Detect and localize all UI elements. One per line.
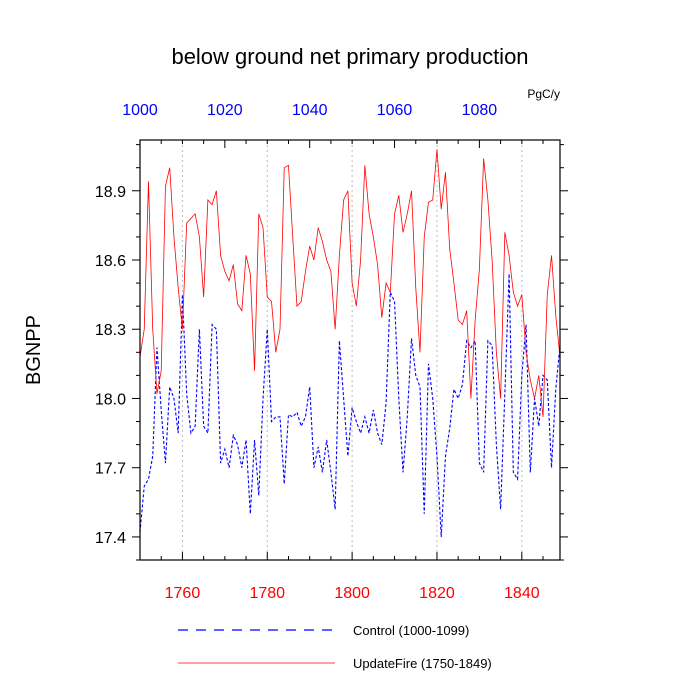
y-tick-label: 18.9 <box>95 184 126 201</box>
legend-label: UpdateFire (1750-1849) <box>353 656 492 671</box>
y-tick-label: 18.0 <box>95 391 126 408</box>
x-top-tick-label: 1000 <box>122 102 158 119</box>
x-bottom-tick-label: 1820 <box>419 585 455 602</box>
x-bottom-tick-label: 1780 <box>249 585 285 602</box>
x-top-tick-label: 1040 <box>292 102 328 119</box>
x-top-tick-label: 1020 <box>207 102 243 119</box>
plot-frame <box>139 139 561 561</box>
y-tick-label: 17.7 <box>95 461 126 478</box>
y-tick-label: 18.3 <box>95 322 126 339</box>
plot-area <box>140 149 560 537</box>
axes: 17.4 17.7 18.0 18.3 18.6 18.9 1760 1780 1800 1820… <box>95 102 568 602</box>
x-bottom-tick-label: 1800 <box>334 585 370 602</box>
y-tick-label: 17.4 <box>95 530 126 547</box>
series-line-control <box>140 273 560 537</box>
x-bottom-tick-label: 1840 <box>504 585 540 602</box>
legend-label: Control (1000-1099) <box>353 623 469 638</box>
units-label: PgC/y <box>527 87 560 101</box>
chart-title: below ground net primary production <box>171 44 528 69</box>
x-top-tick-label: 1060 <box>377 102 413 119</box>
y-tick-label: 18.6 <box>95 253 126 270</box>
grid-lines <box>181 140 523 560</box>
x-bottom-tick-label: 1760 <box>165 585 201 602</box>
x-top-tick-label: 1080 <box>462 102 498 119</box>
legend: Control (1000-1099) UpdateFire (1750-1849… <box>178 623 492 671</box>
y-axis-label: BGNPP <box>23 315 45 385</box>
series-line-updatefire <box>140 149 560 417</box>
